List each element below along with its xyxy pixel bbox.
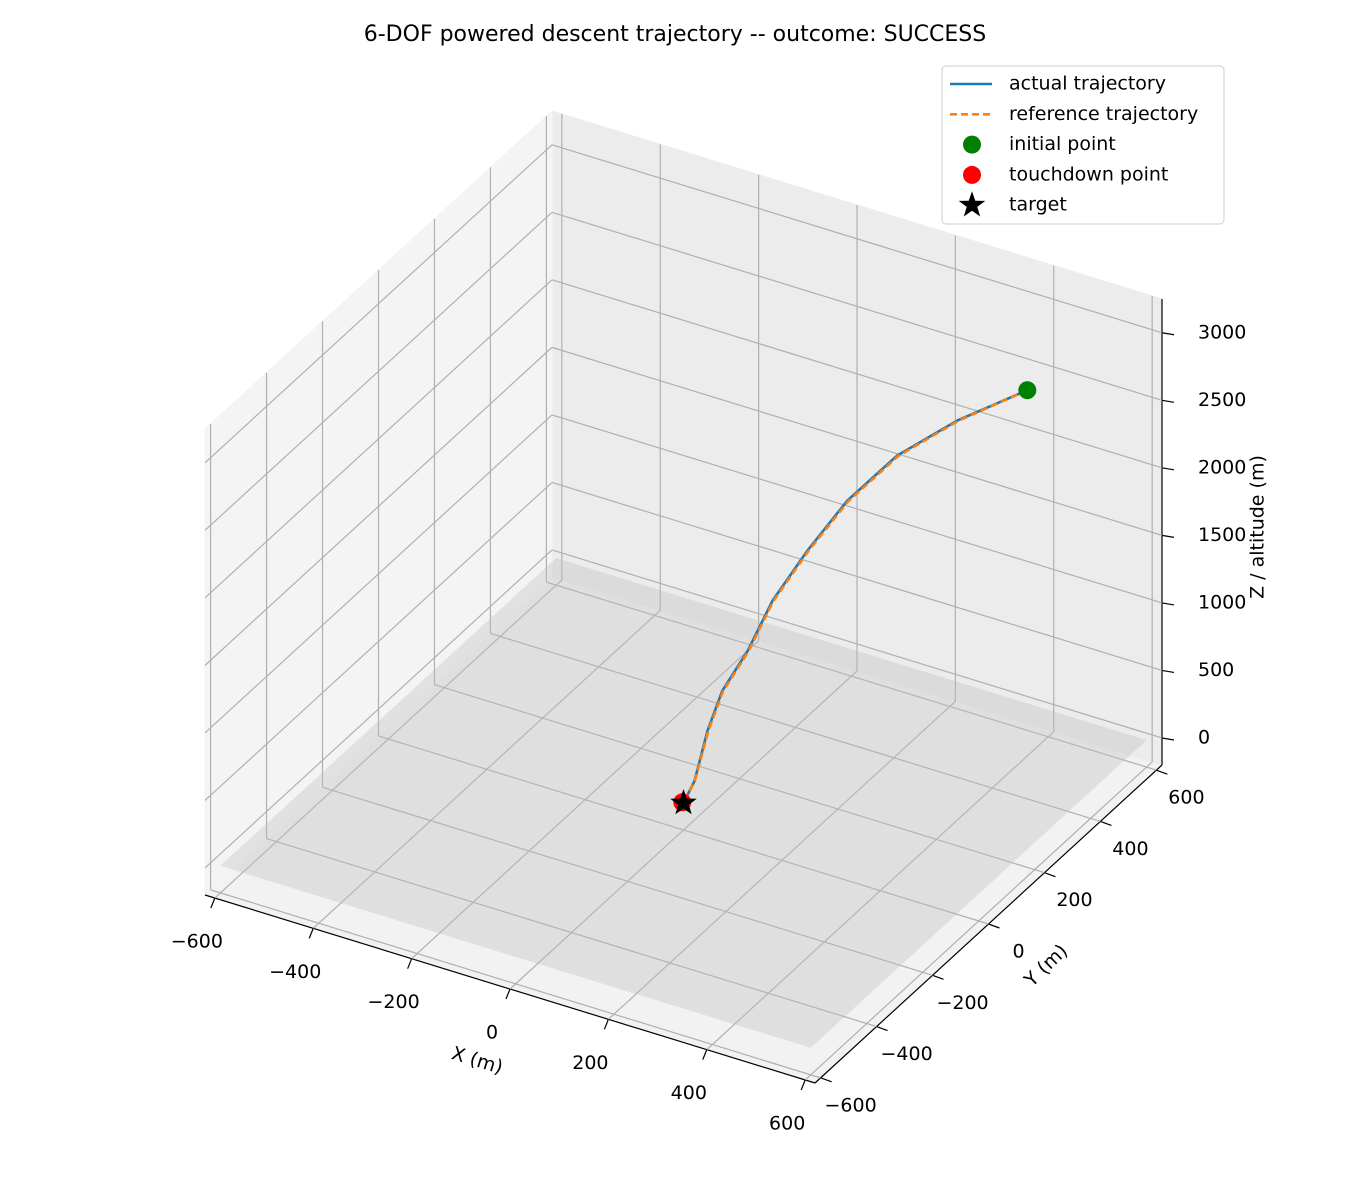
legend-label: touchdown point bbox=[1009, 163, 1168, 185]
z-tick bbox=[1161, 669, 1175, 674]
y-tick-label: −400 bbox=[880, 1043, 932, 1065]
x-axis-label: X (m) bbox=[449, 1042, 506, 1078]
legend-label: initial point bbox=[1009, 133, 1116, 155]
y-tick bbox=[1156, 769, 1168, 775]
z-tick-label: 1000 bbox=[1198, 591, 1246, 613]
grid-line bbox=[551, 279, 1163, 469]
grid-line bbox=[551, 481, 1163, 672]
z-tick-label: 0 bbox=[1198, 726, 1210, 748]
legend-marker bbox=[963, 135, 981, 154]
legend-marker bbox=[958, 191, 986, 217]
y-tick-label: 600 bbox=[1168, 787, 1204, 809]
x-tick-label: 200 bbox=[572, 1052, 608, 1074]
grid-line bbox=[434, 684, 1045, 874]
x-tick bbox=[210, 897, 216, 909]
x-tick-label: 400 bbox=[671, 1082, 707, 1104]
x-tick bbox=[308, 928, 314, 939]
target-marker bbox=[670, 789, 697, 815]
y-tick-label: −600 bbox=[825, 1094, 877, 1116]
y-tick-label: 200 bbox=[1056, 889, 1092, 911]
z-tick bbox=[1161, 332, 1175, 336]
grid-line bbox=[551, 549, 1163, 739]
z-tick-label: 3000 bbox=[1198, 321, 1246, 343]
z-tick bbox=[1161, 399, 1175, 403]
point-marker bbox=[1018, 381, 1037, 400]
z-tick-label: 500 bbox=[1198, 659, 1234, 681]
z-axis-label: Z / altitude (m) bbox=[1247, 455, 1269, 599]
grid-line bbox=[551, 144, 1163, 334]
y-tick bbox=[988, 923, 1000, 929]
z-tick bbox=[1161, 737, 1175, 741]
legend-label: target bbox=[1009, 194, 1067, 216]
y-tick bbox=[1100, 820, 1112, 826]
y-tick-label: 0 bbox=[1012, 941, 1024, 963]
y-axis-label: Y (m) bbox=[1019, 940, 1072, 992]
y-tick-label: 400 bbox=[1112, 838, 1148, 860]
z-tick-label: 2500 bbox=[1198, 389, 1246, 411]
z-tick-label: 1500 bbox=[1198, 524, 1246, 546]
x-tick-label: −400 bbox=[269, 961, 321, 983]
x-tick bbox=[505, 988, 511, 1000]
grid-line bbox=[490, 632, 1101, 822]
legend-marker bbox=[963, 165, 981, 184]
legend-label: actual trajectory bbox=[1009, 73, 1166, 95]
legend-box bbox=[941, 65, 1225, 225]
z-tick bbox=[1161, 534, 1175, 538]
y-tick bbox=[1044, 872, 1056, 878]
grid-line bbox=[204, 346, 553, 666]
grid-line bbox=[210, 889, 821, 1079]
grid-line bbox=[204, 482, 553, 801]
grid-line bbox=[204, 549, 553, 869]
legend: actual trajectory reference trajectory ini… bbox=[941, 65, 1225, 225]
grid-line bbox=[551, 414, 1163, 604]
y-tick bbox=[876, 1026, 888, 1032]
z-tick bbox=[1161, 602, 1175, 606]
z-tick-label: 2000 bbox=[1198, 456, 1246, 478]
x-tick-label: 600 bbox=[769, 1112, 805, 1134]
grid-line bbox=[378, 735, 989, 925]
grid-line bbox=[551, 211, 1163, 401]
x-tick bbox=[603, 1019, 609, 1030]
y-tick bbox=[932, 974, 944, 980]
y-tick bbox=[820, 1077, 832, 1083]
grid-line bbox=[204, 414, 553, 734]
x-tick-label: −600 bbox=[171, 931, 223, 953]
grid-line bbox=[204, 211, 553, 531]
z-tick bbox=[1161, 467, 1175, 471]
grid-line bbox=[204, 144, 553, 464]
grid-line bbox=[322, 786, 933, 976]
trajectory-line bbox=[682, 389, 1028, 804]
legend-label: reference trajectory bbox=[1009, 103, 1198, 125]
y-tick-label: −200 bbox=[936, 992, 988, 1014]
x-tick bbox=[702, 1049, 708, 1060]
x-tick bbox=[800, 1079, 806, 1091]
x-tick-label: 0 bbox=[486, 1022, 498, 1044]
x-tick bbox=[407, 958, 413, 969]
grid-line bbox=[266, 838, 877, 1028]
x-tick-label: −200 bbox=[368, 991, 420, 1013]
chart-title: 6-DOF powered descent trajectory -- outc… bbox=[364, 22, 987, 47]
grid-line bbox=[551, 346, 1163, 536]
grid-line bbox=[546, 581, 1157, 771]
grid-line bbox=[204, 279, 553, 599]
